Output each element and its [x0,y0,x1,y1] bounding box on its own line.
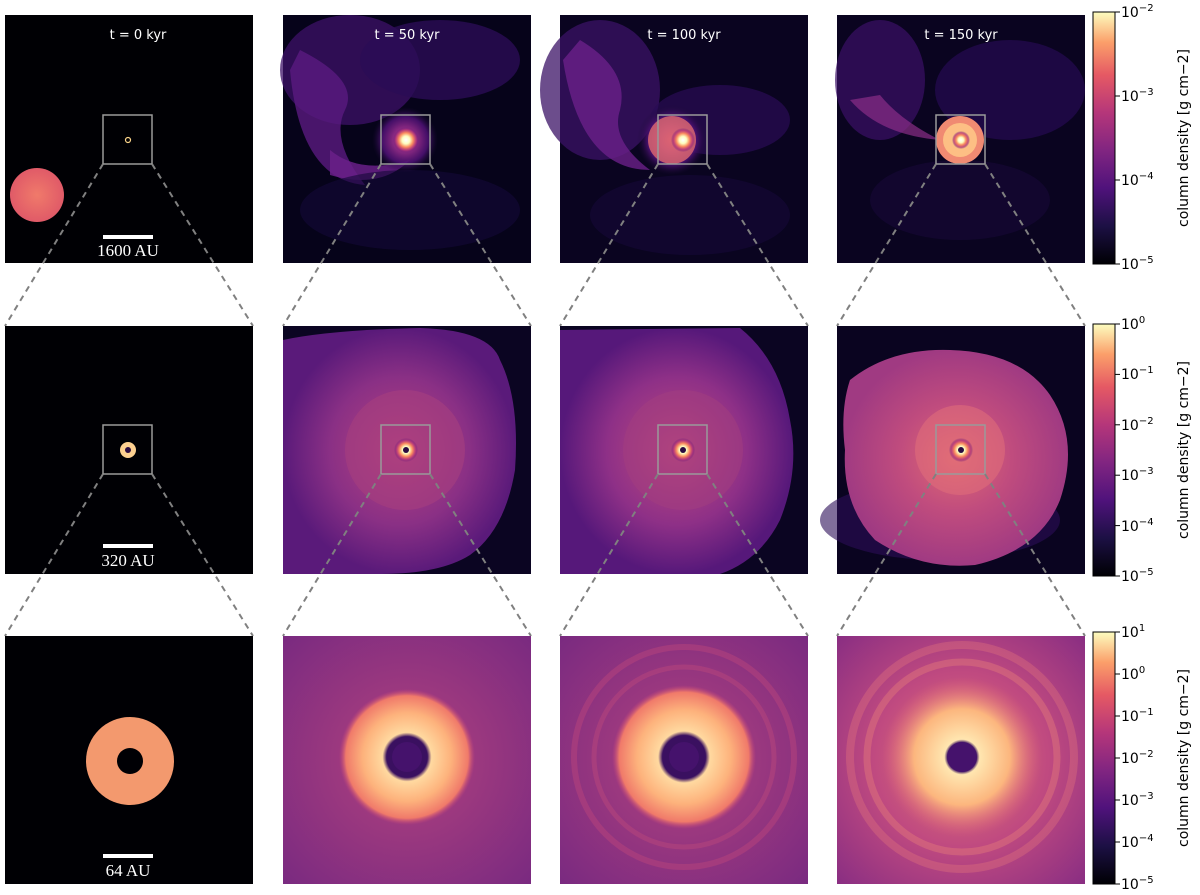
colorbar-tick: 10−5 [1121,255,1154,273]
colorbar-tick: 10−2 [1121,3,1154,21]
zoom-box [102,424,153,475]
colorbar-tick: 101 [1121,623,1145,641]
colorbar-row-1: 10−2 10−3 10−4 10−5 column density [g cm… [1092,3,1192,273]
envelope-arms [540,20,790,255]
central-core [124,136,132,144]
initial-cloud [10,168,64,222]
colorbar-tick: 10−1 [1121,365,1154,383]
colorbar-label: column density [g cm−2] [1176,49,1192,227]
time-label: t = 100 kyr [647,28,721,43]
zoom-box [935,114,986,165]
row-3: 64 AU 101 100 10−1 10−2 10−3 [5,623,1192,893]
protostar-glow [952,131,970,149]
colorbar-tick: 10−3 [1121,791,1154,809]
colorbar-tick: 10−1 [1121,707,1154,725]
row-2: 320 AU 100 10−1 10−2 [5,315,1192,585]
zoom-box [657,424,708,475]
zoom-connectors-1 [4,163,1086,327]
zoom-box [380,114,431,165]
time-label: t = 50 kyr [374,28,440,43]
scale-bar-label: 1600 AU [97,241,159,260]
time-label: t = 0 kyr [110,28,167,43]
row-1: 1600 AU t = 0 kyr t = 50 kyr t = 100 kyr [5,3,1192,273]
colorbar-row-2: 100 10−1 10−2 10−3 10−4 10−5 column dens… [1092,315,1192,585]
envelope-arms [280,15,520,250]
zoom-box [657,114,708,165]
scale-bar-label: 320 AU [101,551,154,570]
envelope-arms [835,20,1085,240]
colorbar-row-3: 101 100 10−1 10−2 10−3 10−4 10−5 column … [1092,623,1192,893]
colorbar-tick: 10−5 [1121,567,1154,585]
zoom-box [102,114,153,165]
scale-bar-label: 64 AU [106,861,151,880]
time-label: t = 150 kyr [924,28,998,43]
zoom-box [380,424,431,475]
colorbar-tick: 10−2 [1121,749,1154,767]
colorbar-tick: 100 [1121,315,1145,333]
colorbar-tick: 10−2 [1121,416,1154,434]
colorbar-tick: 10−4 [1121,833,1154,851]
colorbar-label: column density [g cm−2] [1176,669,1192,847]
protostar-glow [671,128,695,152]
colorbar-tick: 10−3 [1121,87,1154,105]
panel-r1c1 [5,15,253,263]
zoom-connectors-2 [4,473,1086,637]
colorbar-tick: 10−3 [1121,466,1154,484]
colorbar-label: column density [g cm−2] [1176,361,1192,539]
colorbar-tick: 10−4 [1121,517,1154,535]
colorbar-tick: 100 [1121,665,1145,683]
zoom-box [935,424,986,475]
colorbar-tick: 10−5 [1121,875,1154,893]
protostar-glow [393,127,419,153]
colorbar-tick: 10−4 [1121,171,1154,189]
